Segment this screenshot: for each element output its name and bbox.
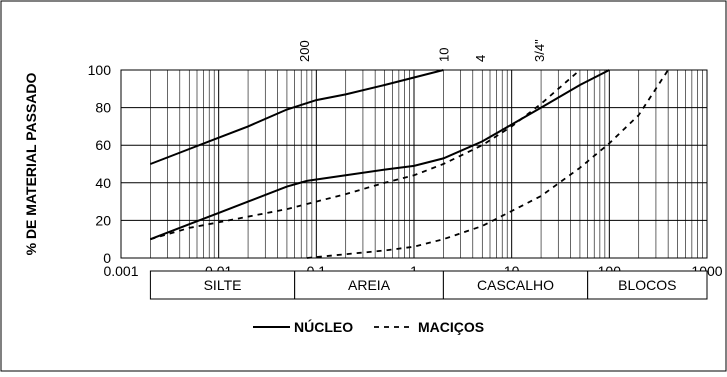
macicos-lower-curve <box>306 69 669 259</box>
soil-class-cell <box>587 270 708 300</box>
soil-class-cell <box>442 270 589 300</box>
soil-class-label: AREIA <box>348 277 391 293</box>
y-axis-label: % DE MATERIAL PASSADO <box>23 72 39 255</box>
soil-class-cell <box>149 270 296 300</box>
sieve-label: 10 <box>436 48 451 62</box>
y-tick-label: 100 <box>88 62 112 78</box>
y-tick-label: 0 <box>103 250 111 266</box>
plot-border <box>120 69 708 259</box>
sieve-label: 4 <box>473 55 488 62</box>
nucleo-upper-curve <box>150 69 444 165</box>
legend-nucleo-label: NÚCLEO <box>294 318 353 335</box>
y-tick-label: 20 <box>95 212 111 228</box>
soil-class-label: BLOCOS <box>618 277 676 293</box>
y-tick-label: 40 <box>95 175 111 191</box>
nucleo-lower-curve <box>150 69 610 241</box>
series-group <box>150 69 669 259</box>
minor-gridlines <box>150 70 703 258</box>
macicos-upper-curve <box>150 69 581 241</box>
sieve-label: 3/4" <box>532 39 547 62</box>
sieve-label: 200 <box>297 40 312 62</box>
y-tick-label: 60 <box>95 137 111 153</box>
soil-class-cell <box>294 270 444 300</box>
soil-class-label: CASCALHO <box>477 277 554 293</box>
y-tick-label: 80 <box>95 100 111 116</box>
soil-class-label: SILTE <box>204 277 242 293</box>
x-tick-label: 0.001 <box>103 263 138 279</box>
soil-class-bar <box>149 270 708 300</box>
legend-macicos-label: MACIÇOS <box>418 319 484 335</box>
